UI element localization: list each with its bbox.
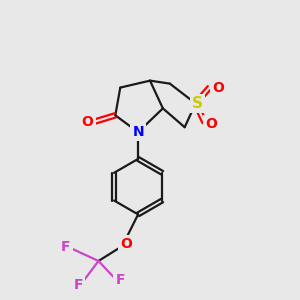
Text: F: F [74,278,83,292]
Text: O: O [82,115,94,129]
Text: O: O [206,117,218,131]
Text: F: F [116,273,125,287]
Text: O: O [212,81,224,94]
Text: N: N [132,125,144,139]
Text: F: F [61,240,70,254]
Text: S: S [192,96,203,111]
Text: O: O [120,237,132,251]
